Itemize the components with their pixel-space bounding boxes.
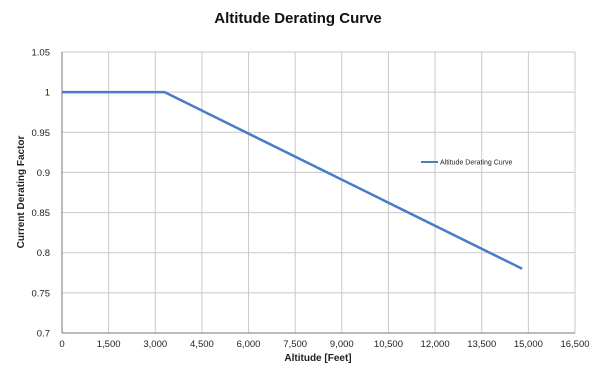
series xyxy=(62,90,523,270)
y-tick-label: 1.05 xyxy=(32,48,51,59)
y-tick-label: 0.75 xyxy=(32,288,51,299)
y-tick-label: 1 xyxy=(45,88,50,99)
y-tick-label: 0.85 xyxy=(32,208,51,219)
y-tick-label: 0.8 xyxy=(37,248,50,259)
y-axis-label: Current Derating Factor xyxy=(16,135,27,248)
chart-title: Altitude Derating Curve xyxy=(214,10,382,27)
x-tick-label: 4,500 xyxy=(190,339,214,350)
x-tick-label: 13,500 xyxy=(467,339,496,350)
y-tick-label: 0.9 xyxy=(37,168,50,179)
legend: Altitude Derating Curve xyxy=(421,160,512,167)
x-tick-label: 15,000 xyxy=(514,339,543,350)
x-tick-label: 9,000 xyxy=(330,339,354,350)
x-tick-label: 10,500 xyxy=(374,339,403,350)
x-tick-labels: 0 1,500 3,000 4,500 6,000 7,500 9,000 10,500 12,… xyxy=(59,339,589,350)
x-tick-label: 1,500 xyxy=(97,339,121,350)
series-line xyxy=(62,90,523,270)
x-tick-label: 7,500 xyxy=(283,339,307,350)
x-tick-label: 16,500 xyxy=(560,339,589,350)
legend-label: Altitude Derating Curve xyxy=(440,160,512,167)
x-tick-label: 0 xyxy=(59,339,64,350)
y-tick-label: 0.95 xyxy=(32,128,51,139)
x-tick-label: 6,000 xyxy=(237,339,261,350)
x-axis-label: Altitude [Feet] xyxy=(284,353,351,364)
y-tick-labels: 0.7 0.75 0.8 0.85 0.9 0.95 1 1.05 xyxy=(32,48,51,340)
x-tick-label: 3,000 xyxy=(143,339,167,350)
y-tick-label: 0.7 xyxy=(37,329,50,340)
x-tick-label: 12,000 xyxy=(421,339,450,350)
